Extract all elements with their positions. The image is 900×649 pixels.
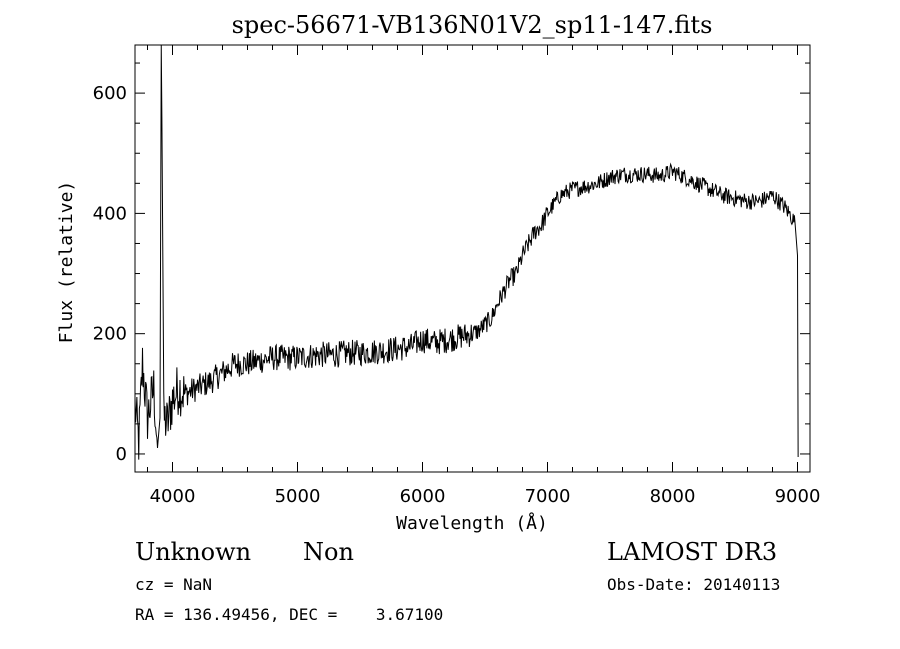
x-tick-label: 5000 (275, 486, 321, 507)
y-tick-label: 200 (93, 324, 127, 345)
y-tick-label: 400 (93, 203, 127, 224)
redshift-label: cz = NaN (135, 575, 213, 594)
chart-title: spec-56671-VB136N01V2_sp11-147.fits (232, 11, 713, 39)
y-tick-label: 0 (116, 444, 127, 465)
x-axis-label: Wavelength (Å) (396, 512, 548, 534)
y-axis: 0 200 400 600 (93, 62, 810, 465)
y-axis-label: Flux (relative) (56, 181, 77, 344)
obs-date-label: Obs-Date: 20140113 (607, 575, 781, 594)
x-tick-label: 8000 (650, 486, 696, 507)
x-tick-label: 6000 (400, 486, 446, 507)
coordinates-label: RA = 136.49456, DEC = 3.67100 (135, 605, 444, 624)
spectrum-series (134, 44, 799, 460)
spectral-subclass: Non (303, 538, 354, 566)
x-tick-label: 9000 (775, 486, 821, 507)
x-tick-label: 7000 (525, 486, 571, 507)
x-tick-label: 4000 (150, 486, 196, 507)
plot-border (134, 44, 811, 473)
y-tick-label: 600 (93, 83, 127, 104)
x-axis: 4000 5000 6000 7000 8000 9000 (147, 45, 821, 507)
plot-frame (134, 44, 811, 473)
spectrum-line (134, 44, 799, 460)
survey-label: LAMOST DR3 (607, 538, 778, 566)
spectral-class: Unknown (135, 538, 252, 566)
